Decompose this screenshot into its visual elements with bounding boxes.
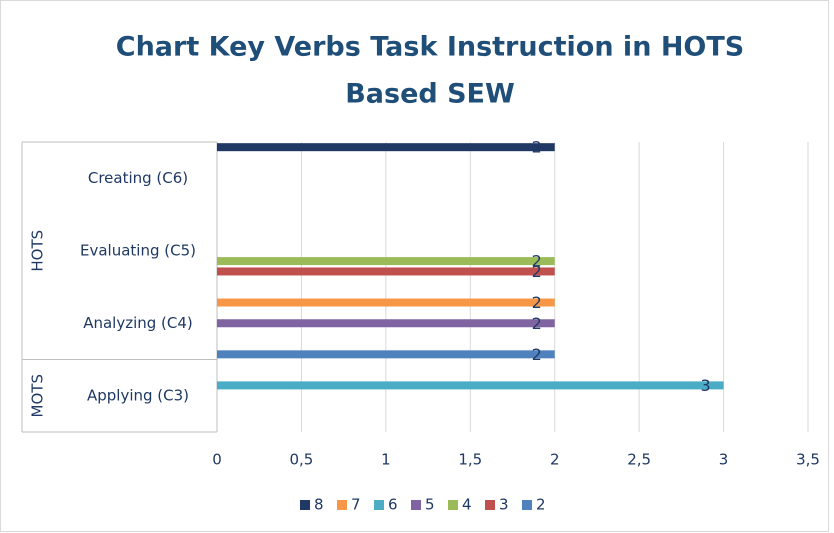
data-label: 2 bbox=[532, 345, 542, 364]
legend-swatch bbox=[337, 500, 347, 510]
bar bbox=[217, 143, 555, 152]
y-tick-label: Evaluating (C5) bbox=[80, 241, 196, 259]
legend-label: 4 bbox=[462, 496, 472, 514]
x-tick-label: 2 bbox=[550, 451, 560, 469]
x-tick-label: 3,5 bbox=[796, 451, 820, 469]
legend-swatch bbox=[522, 500, 532, 510]
x-tick-label: 1 bbox=[381, 451, 391, 469]
legend-label: 3 bbox=[499, 496, 509, 514]
bar bbox=[217, 319, 555, 328]
x-tick-label: 0 bbox=[212, 451, 222, 469]
legend-swatch bbox=[448, 500, 458, 510]
legend-swatch bbox=[485, 500, 495, 510]
bar bbox=[217, 350, 555, 359]
bar bbox=[217, 257, 555, 266]
x-tick-label: 0,5 bbox=[289, 451, 313, 469]
data-label: 2 bbox=[532, 262, 542, 281]
data-label: 3 bbox=[700, 376, 710, 395]
x-tick-label: 3 bbox=[719, 451, 729, 469]
bar bbox=[217, 298, 555, 307]
legend-label: 6 bbox=[388, 496, 398, 514]
chart-title: Chart Key Verbs Task Instruction in HOTS bbox=[116, 32, 744, 63]
legend-swatch bbox=[300, 500, 310, 510]
legend-label: 7 bbox=[351, 496, 361, 514]
bar bbox=[217, 267, 555, 276]
group-label: HOTS bbox=[29, 230, 47, 272]
bar bbox=[217, 381, 724, 390]
data-label: 2 bbox=[532, 314, 542, 333]
y-tick-label: Applying (C3) bbox=[87, 386, 189, 404]
data-label: 2 bbox=[532, 138, 542, 157]
legend-label: 8 bbox=[314, 496, 324, 514]
data-label: 2 bbox=[532, 252, 542, 271]
x-tick-label: 1,5 bbox=[458, 451, 482, 469]
legend-label: 5 bbox=[425, 496, 435, 514]
legend-swatch bbox=[411, 500, 421, 510]
y-tick-label: Analyzing (C4) bbox=[83, 314, 193, 332]
y-tick-label: Creating (C6) bbox=[88, 169, 188, 187]
data-label: 2 bbox=[532, 293, 542, 312]
group-label: MOTS bbox=[29, 374, 47, 417]
legend-label: 2 bbox=[536, 496, 546, 514]
legend-swatch bbox=[374, 500, 384, 510]
x-tick-label: 2,5 bbox=[627, 451, 651, 469]
chart-subtitle: Based SEW bbox=[345, 79, 515, 110]
